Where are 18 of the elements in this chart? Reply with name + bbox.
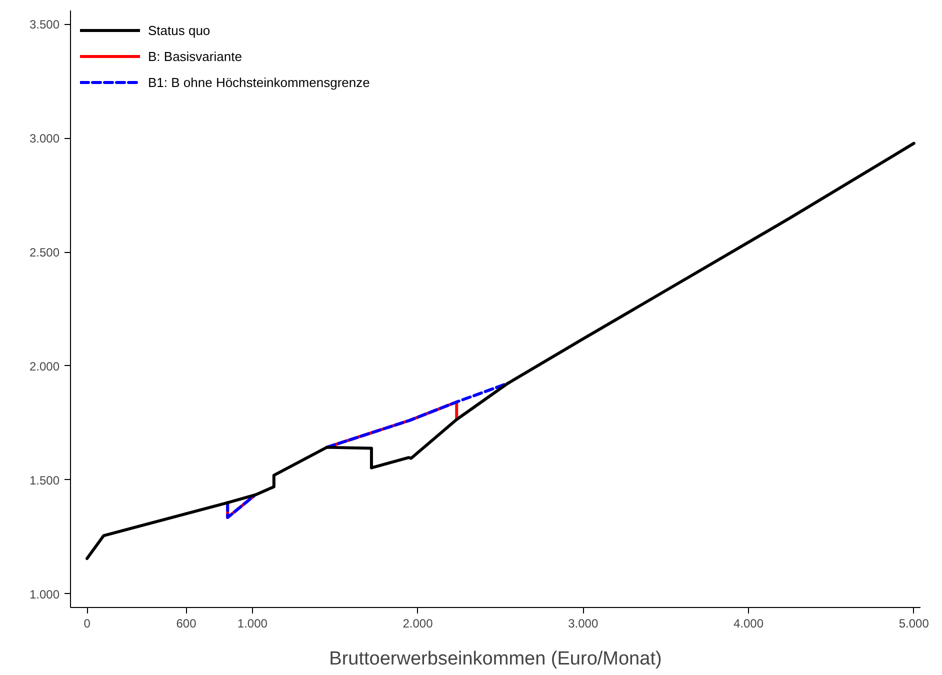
x-tick-label: 3.000 bbox=[568, 616, 598, 630]
x-tick-label: 0 bbox=[84, 616, 91, 630]
line-series bbox=[86, 142, 916, 560]
x-axis-title: Bruttoerwerbseinkommen (Euro/Monat) bbox=[329, 648, 662, 670]
x-tick-label: 5.000 bbox=[898, 616, 930, 630]
legend-label: B: Basisvariante bbox=[148, 48, 242, 64]
y-tick-label: 2.000 bbox=[29, 359, 60, 374]
legend-label: Status quo bbox=[148, 22, 210, 38]
x-tick-label: 600 bbox=[176, 616, 197, 630]
legend-label: B1: B ohne Höchsteinkommensgrenze bbox=[148, 74, 370, 90]
y-tick-label: 3.000 bbox=[29, 132, 60, 146]
y-tick-label: 1.000 bbox=[29, 587, 60, 602]
y-tick-label: 3.500 bbox=[29, 18, 60, 32]
x-tick-label: 1.000 bbox=[237, 616, 268, 630]
x-tick-label: 4.000 bbox=[734, 616, 764, 630]
y-tick-label: 2.500 bbox=[29, 246, 60, 260]
y-tick-label: 1.500 bbox=[29, 473, 60, 488]
x-tick-label: 2.000 bbox=[402, 616, 434, 630]
